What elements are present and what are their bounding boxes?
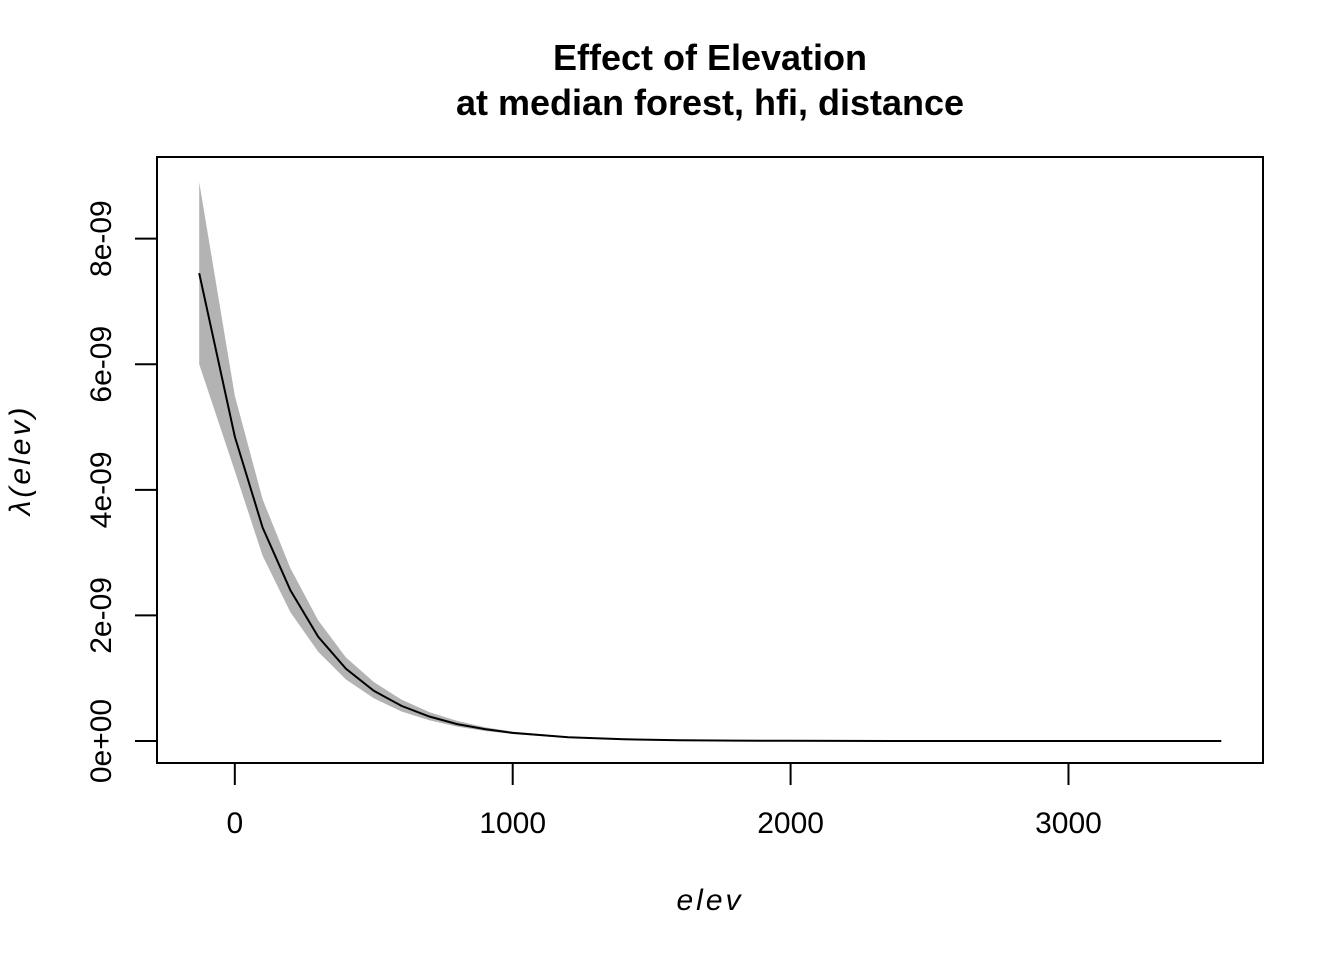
- x-tick-label: 3000: [1035, 807, 1102, 840]
- confidence-band: [199, 182, 1222, 742]
- y-tick-label: 2e-09: [85, 577, 118, 654]
- y-tick-label: 0e+00: [85, 699, 118, 783]
- plot-content: [198, 182, 1222, 742]
- estimate-line: [198, 272, 1222, 742]
- x-tick-label: 0: [226, 807, 243, 840]
- y-axis: 0e+00 2e-09 4e-09 6e-09 8e-09: [85, 200, 158, 783]
- chart-subtitle: at median forest, hfi, distance: [456, 82, 964, 123]
- y-tick-label: 6e-09: [85, 326, 118, 403]
- chart-title: Effect of Elevation: [553, 37, 867, 78]
- x-tick-label: 1000: [479, 807, 546, 840]
- x-axis-label: elev: [676, 884, 743, 917]
- y-tick-label: 4e-09: [85, 451, 118, 528]
- y-axis-label: λ(elev): [4, 405, 37, 518]
- y-tick-label: 8e-09: [85, 200, 118, 277]
- x-tick-label: 2000: [757, 807, 824, 840]
- x-axis: 0 1000 2000 3000: [226, 762, 1102, 840]
- plot-frame: [156, 156, 1264, 764]
